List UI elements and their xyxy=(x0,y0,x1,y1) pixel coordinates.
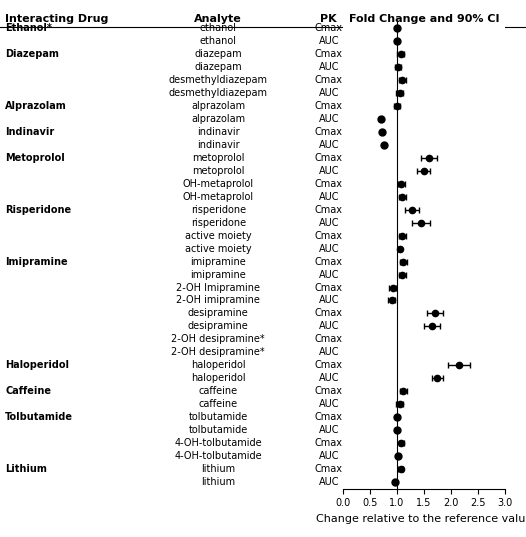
Text: AUC: AUC xyxy=(319,88,339,98)
Text: Diazepam: Diazepam xyxy=(5,49,59,59)
Text: OH-metaprolol: OH-metaprolol xyxy=(183,179,254,188)
Text: 4-OH-tolbutamide: 4-OH-tolbutamide xyxy=(175,451,262,461)
Text: Haloperidol: Haloperidol xyxy=(5,360,69,371)
Text: Cmax: Cmax xyxy=(315,282,343,293)
Text: Cmax: Cmax xyxy=(315,75,343,85)
Text: PK: PK xyxy=(320,14,337,24)
Text: Cmax: Cmax xyxy=(315,360,343,371)
Text: AUC: AUC xyxy=(319,62,339,72)
Text: metoprolol: metoprolol xyxy=(192,153,245,163)
Text: AUC: AUC xyxy=(319,295,339,306)
Text: 2-OH imipramine: 2-OH imipramine xyxy=(176,295,260,306)
Text: Cmax: Cmax xyxy=(315,23,343,33)
Text: alprazolam: alprazolam xyxy=(191,114,245,124)
Text: Cmax: Cmax xyxy=(315,49,343,59)
Text: imipramine: imipramine xyxy=(190,270,246,280)
Text: Imipramine: Imipramine xyxy=(5,257,68,266)
Text: caffeine: caffeine xyxy=(199,386,238,396)
Text: Tolbutamide: Tolbutamide xyxy=(5,412,73,422)
Text: Cmax: Cmax xyxy=(315,127,343,137)
Text: 4-OH-tolbutamide: 4-OH-tolbutamide xyxy=(175,438,262,448)
Text: tolbutamide: tolbutamide xyxy=(189,412,248,422)
Text: AUC: AUC xyxy=(319,217,339,228)
Text: Cmax: Cmax xyxy=(315,153,343,163)
Text: Cmax: Cmax xyxy=(315,179,343,188)
Text: ethanol: ethanol xyxy=(200,36,237,46)
Text: AUC: AUC xyxy=(319,166,339,176)
Text: desipramine: desipramine xyxy=(188,322,249,331)
Text: diazepam: diazepam xyxy=(195,62,242,72)
Text: Analyte: Analyte xyxy=(195,14,242,24)
Text: desmethyldiazepam: desmethyldiazepam xyxy=(169,88,268,98)
Text: AUC: AUC xyxy=(319,400,339,409)
Text: active moiety: active moiety xyxy=(185,230,251,241)
Text: 2-OH Imipramine: 2-OH Imipramine xyxy=(176,282,260,293)
Text: Lithium: Lithium xyxy=(5,464,47,474)
Text: ethanol: ethanol xyxy=(200,23,237,33)
Text: tolbutamide: tolbutamide xyxy=(189,425,248,436)
Text: 2-OH desipramine*: 2-OH desipramine* xyxy=(171,347,265,358)
Text: Cmax: Cmax xyxy=(315,464,343,474)
Text: Indinavir: Indinavir xyxy=(5,127,55,137)
Text: imipramine: imipramine xyxy=(190,257,246,266)
Text: Caffeine: Caffeine xyxy=(5,386,51,396)
Text: Cmax: Cmax xyxy=(315,308,343,318)
Text: Interacting Drug: Interacting Drug xyxy=(5,14,109,24)
Text: indinavir: indinavir xyxy=(197,140,240,150)
Text: indinavir: indinavir xyxy=(197,127,240,137)
Text: haloperidol: haloperidol xyxy=(191,373,246,383)
Text: AUC: AUC xyxy=(319,373,339,383)
Text: Cmax: Cmax xyxy=(315,386,343,396)
Text: Cmax: Cmax xyxy=(315,438,343,448)
Text: Metoprolol: Metoprolol xyxy=(5,153,65,163)
Text: haloperidol: haloperidol xyxy=(191,360,246,371)
Text: AUC: AUC xyxy=(319,425,339,436)
Text: lithium: lithium xyxy=(201,477,235,487)
Text: AUC: AUC xyxy=(319,347,339,358)
Text: AUC: AUC xyxy=(319,477,339,487)
Text: 2-OH desipramine*: 2-OH desipramine* xyxy=(171,335,265,344)
Text: Risperidone: Risperidone xyxy=(5,205,72,215)
Text: AUC: AUC xyxy=(319,192,339,202)
Text: Alprazolam: Alprazolam xyxy=(5,101,67,111)
Text: Cmax: Cmax xyxy=(315,205,343,215)
Text: diazepam: diazepam xyxy=(195,49,242,59)
X-axis label: Change relative to the reference value: Change relative to the reference value xyxy=(316,514,526,524)
Text: Cmax: Cmax xyxy=(315,257,343,266)
Text: caffeine: caffeine xyxy=(199,400,238,409)
Text: active moiety: active moiety xyxy=(185,244,251,253)
Text: desmethyldiazepam: desmethyldiazepam xyxy=(169,75,268,85)
Text: Cmax: Cmax xyxy=(315,335,343,344)
Text: Ethanol*: Ethanol* xyxy=(5,23,52,33)
Text: desipramine: desipramine xyxy=(188,308,249,318)
Text: Cmax: Cmax xyxy=(315,101,343,111)
Text: AUC: AUC xyxy=(319,114,339,124)
Text: lithium: lithium xyxy=(201,464,235,474)
Text: Fold Change and 90% CI: Fold Change and 90% CI xyxy=(349,14,499,24)
Text: AUC: AUC xyxy=(319,270,339,280)
Text: Cmax: Cmax xyxy=(315,230,343,241)
Text: Cmax: Cmax xyxy=(315,412,343,422)
Text: OH-metaprolol: OH-metaprolol xyxy=(183,192,254,202)
Text: AUC: AUC xyxy=(319,140,339,150)
Text: risperidone: risperidone xyxy=(191,205,246,215)
Text: AUC: AUC xyxy=(319,451,339,461)
Text: risperidone: risperidone xyxy=(191,217,246,228)
Text: metoprolol: metoprolol xyxy=(192,166,245,176)
Text: AUC: AUC xyxy=(319,244,339,253)
Text: AUC: AUC xyxy=(319,36,339,46)
Text: AUC: AUC xyxy=(319,322,339,331)
Text: alprazolam: alprazolam xyxy=(191,101,245,111)
